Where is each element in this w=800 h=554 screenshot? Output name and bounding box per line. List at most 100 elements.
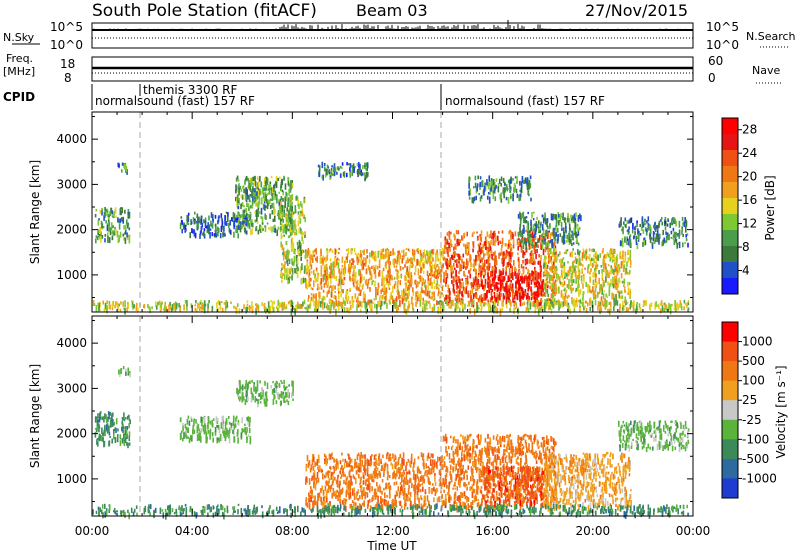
echo-cell xyxy=(551,293,553,298)
echo-cell xyxy=(518,279,520,286)
echo-cell xyxy=(552,270,554,274)
echo-cell xyxy=(454,267,456,271)
echo-cell xyxy=(449,242,451,246)
echo-cell xyxy=(395,265,398,268)
echo-cell xyxy=(105,220,107,224)
echo-cell xyxy=(298,227,300,234)
echo-cell xyxy=(387,283,390,288)
echo-cell xyxy=(383,279,385,286)
echo-cell xyxy=(527,278,530,283)
echo-cell xyxy=(236,198,238,205)
echo-cell xyxy=(508,240,510,244)
echo-cell xyxy=(548,230,550,233)
echo-cell xyxy=(577,271,580,276)
echo-cell xyxy=(315,267,318,272)
echo-cell xyxy=(553,233,555,240)
echo-cell xyxy=(678,304,681,309)
echo-cell xyxy=(440,266,443,272)
echo-cell xyxy=(566,249,569,252)
echo-cell xyxy=(505,297,508,304)
echo-cell xyxy=(421,264,423,271)
echo-cell xyxy=(483,188,485,196)
colorbar-swatch xyxy=(722,246,738,263)
echo-cell xyxy=(108,413,110,420)
echo-cell xyxy=(285,306,288,309)
echo-cell xyxy=(475,293,478,299)
echo-cell xyxy=(517,232,520,238)
echo-cell xyxy=(257,306,260,313)
echo-cell xyxy=(122,366,125,370)
y-tick-label: 4000 xyxy=(56,132,87,146)
echo-cell xyxy=(325,263,328,268)
echo-cell xyxy=(478,283,481,288)
echo-cell xyxy=(402,257,405,260)
echo-cell xyxy=(262,193,265,199)
echo-cell xyxy=(542,271,545,278)
echo-cell xyxy=(649,303,651,311)
echo-cell xyxy=(497,295,499,303)
echo-cell xyxy=(297,267,299,272)
echo-cell xyxy=(356,258,359,266)
echo-cell xyxy=(510,234,512,239)
echo-cell xyxy=(193,229,195,235)
echo-cell xyxy=(511,272,513,277)
echo-cell xyxy=(661,217,663,220)
echo-cell xyxy=(366,167,368,172)
echo-cell xyxy=(103,440,106,447)
echo-cell xyxy=(604,263,607,270)
echo-cell xyxy=(288,210,291,216)
echo-cell xyxy=(492,301,495,307)
echo-cell xyxy=(422,297,424,302)
echo-cell xyxy=(200,217,203,223)
echo-cell xyxy=(366,249,368,254)
echo-cell xyxy=(324,257,326,261)
echo-cell xyxy=(551,251,554,258)
echo-cell xyxy=(414,296,417,301)
echo-cell xyxy=(436,253,439,261)
echo-cell xyxy=(573,219,575,223)
echo-cell xyxy=(303,215,305,220)
echo-cell xyxy=(375,292,377,298)
echo-cell xyxy=(588,285,591,292)
echo-cell xyxy=(604,270,607,275)
echo-cell xyxy=(512,293,514,298)
echo-cell xyxy=(495,260,498,266)
echo-cell xyxy=(509,229,511,233)
echo-cell xyxy=(337,283,340,287)
echo-cell xyxy=(529,243,532,250)
echo-cell xyxy=(501,237,504,245)
echo-cell xyxy=(268,306,270,314)
echo-cell xyxy=(224,307,227,313)
echo-cell xyxy=(326,249,329,256)
echo-cell xyxy=(254,175,256,182)
echo-cell xyxy=(671,303,673,307)
echo-cell xyxy=(410,298,413,305)
echo-cell xyxy=(233,415,235,422)
echo-cell xyxy=(559,251,561,256)
echo-cell xyxy=(532,232,534,238)
echo-cell xyxy=(600,265,603,268)
echo-cell xyxy=(493,292,496,295)
echo-cell xyxy=(627,281,629,287)
echo-cell xyxy=(429,273,431,276)
echo-cell xyxy=(224,435,227,442)
echo-cell xyxy=(430,258,432,262)
echo-cell xyxy=(365,171,368,179)
echo-cell xyxy=(486,289,488,293)
echo-cell xyxy=(320,265,323,271)
echo-cell xyxy=(454,302,457,309)
echo-cell xyxy=(305,283,307,289)
echo-cell xyxy=(446,263,448,270)
echo-cell xyxy=(593,258,596,262)
echo-cell xyxy=(595,260,598,265)
echo-cell xyxy=(535,281,538,288)
echo-cell xyxy=(283,205,286,209)
echo-cell xyxy=(590,268,592,271)
echo-cell xyxy=(520,275,523,281)
echo-cell xyxy=(114,427,117,431)
echo-cell xyxy=(539,235,541,241)
echo-cell xyxy=(547,231,549,237)
echo-cell xyxy=(353,260,355,263)
echo-cell xyxy=(269,181,272,185)
echo-cell xyxy=(223,434,226,438)
